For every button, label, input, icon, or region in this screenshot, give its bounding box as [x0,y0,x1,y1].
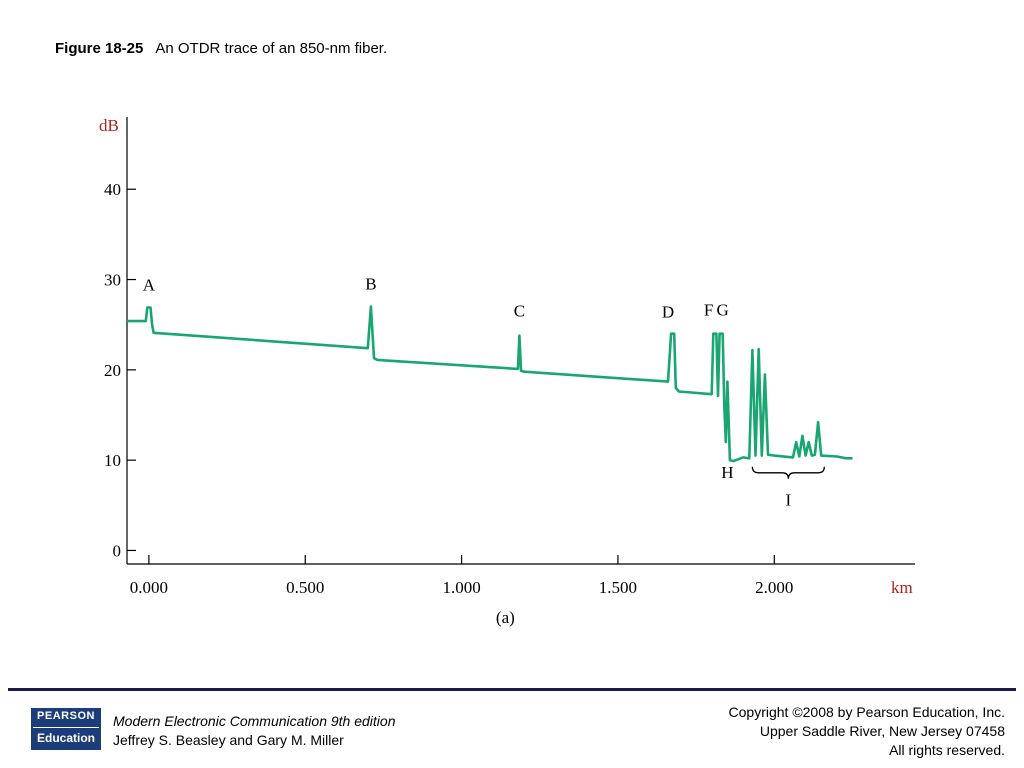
x-axis-unit: km [891,578,913,597]
region-brace [751,466,825,479]
event-label: D [662,302,674,321]
copyright-line: Upper Saddle River, New Jersey 07458 [759,723,1005,739]
figure-caption: Figure 18-25 An OTDR trace of an 850-nm f… [55,40,387,57]
pearson-logo: PEARSON Education [31,708,101,750]
event-label: H [721,463,733,482]
chart-axes: dB km (a) [99,116,915,627]
event-label: I [786,490,792,509]
logo-bottom-text: Education [36,731,95,745]
footer-divider [8,688,1016,691]
chart-ticks: 0 10 20 30 40 0.000 0.500 1.000 1.500 2.000 [104,180,793,597]
event-label: G [717,301,729,320]
event-label: C [514,302,525,321]
chart-sublabel: (a) [496,608,515,627]
y-tick-label: 0 [113,541,122,560]
event-label: A [143,275,156,294]
otdr-trace-chart: dB km (a) 0 10 20 30 40 0.000 0.500 1.000 1.500 2.0… [99,116,915,627]
copyright-notice: Copyright ©2008 by Pearson Education, In… [729,703,1005,760]
logo-top-text: PEARSON [37,710,95,722]
book-info: Modern Electronic Communication 9th edit… [113,712,395,750]
x-tick-label: 1.500 [599,578,637,597]
y-axis-unit: dB [99,116,119,135]
chart-annotations: A B C D F G H I [143,274,825,509]
x-tick-label: 1.000 [442,578,480,597]
book-authors: Jeffrey S. Beasley and Gary M. Miller [113,732,344,748]
event-label: B [365,274,376,293]
book-title: Modern Electronic Communication 9th edit… [113,713,396,729]
y-tick-label: 10 [104,451,121,470]
x-tick-label: 2.000 [755,578,793,597]
y-tick-label: 20 [104,361,121,380]
copyright-line: All rights reserved. [889,742,1005,758]
logo-divider [33,727,99,728]
y-tick-label: 30 [104,271,121,290]
otdr-trace-line [127,305,853,463]
event-label: F [704,301,713,320]
x-tick-label: 0.000 [130,578,168,597]
figure-number: Figure 18-25 [55,40,144,57]
copyright-line: Copyright ©2008 by Pearson Education, In… [728,704,1005,720]
chart-series [127,305,853,463]
figure-caption-text: An OTDR trace of an 850-nm fiber. [155,40,388,57]
x-tick-label: 0.500 [286,578,324,597]
y-tick-label: 40 [104,180,121,199]
